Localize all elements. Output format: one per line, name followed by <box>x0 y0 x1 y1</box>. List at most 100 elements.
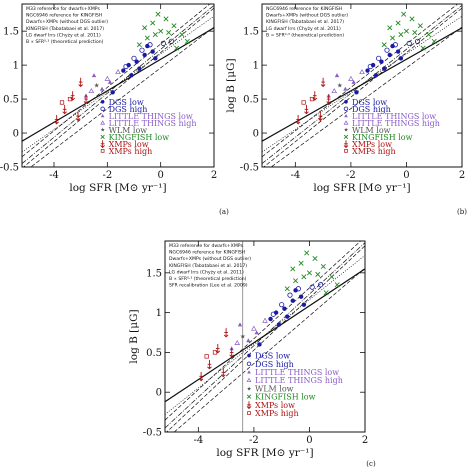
data-point <box>129 73 134 78</box>
data-point <box>301 274 307 280</box>
line-legend-label: B = SFR⁰·³ (theoretical prediction) <box>266 32 344 38</box>
x-tick-label: -4 <box>290 170 300 181</box>
line-legend-label: M33 reference for dwarfs+XMPs <box>26 6 100 12</box>
data-point <box>153 56 158 61</box>
data-point <box>136 42 142 48</box>
data-point <box>343 86 348 91</box>
data-point <box>257 342 262 347</box>
data-point <box>309 284 315 290</box>
data-point <box>62 104 67 115</box>
line-legend-label: NGC6946 reference for KINGFISH <box>169 250 245 256</box>
x-tick-label: 2 <box>459 170 465 181</box>
data-point <box>67 96 73 102</box>
data-point <box>160 40 166 46</box>
data-point <box>246 394 252 399</box>
data-point: ★ <box>247 386 252 392</box>
marker-legend-label: DGS high <box>255 360 294 369</box>
data-point <box>247 411 251 415</box>
data-point <box>121 68 126 73</box>
data-point <box>406 40 412 46</box>
y-axis-label: log B [μG] <box>128 309 140 363</box>
data-point <box>115 68 121 75</box>
data-point <box>398 32 404 38</box>
data-point <box>198 371 204 382</box>
data-point <box>246 401 252 410</box>
data-point <box>290 266 296 272</box>
x-tick-label: 0 <box>403 170 409 181</box>
data-point <box>158 28 164 34</box>
data-point <box>420 45 426 51</box>
line-legend-label: LG dwarf Irrs (Chyży et al. 2011) <box>169 269 244 275</box>
data-point <box>284 286 290 292</box>
plot-frame <box>164 240 366 433</box>
line-legend-label: Dwarfs+XMPs (without DGS outlier) <box>169 256 251 262</box>
data-point <box>246 377 252 383</box>
data-point <box>237 322 243 327</box>
data-point <box>91 73 97 78</box>
data-point <box>334 282 340 288</box>
marker-legend-label: XMPs low <box>352 140 392 149</box>
marker-legend-label: KINGFISH low <box>255 393 316 402</box>
marker-legend-label: WLM low <box>109 126 148 135</box>
line-legend: NGC6946 reference for KINGFISHDwarfs+XMP… <box>266 6 348 38</box>
data-point <box>134 59 139 64</box>
data-point <box>131 55 137 61</box>
data-point: ★ <box>337 82 343 90</box>
y-tick-label: 0.5 <box>146 348 162 359</box>
y-tick-label: 0.5 <box>3 95 19 106</box>
data-point <box>254 330 259 335</box>
data-point <box>83 94 89 105</box>
data-point <box>155 11 161 17</box>
line-legend-label: KINGFISH (Tabatabaei et al. 2017) <box>26 26 104 32</box>
y-tick-label: 1.5 <box>243 27 259 38</box>
reference-lines <box>262 4 462 167</box>
data-point <box>110 90 115 95</box>
data-point <box>293 278 299 284</box>
data-point <box>381 42 387 48</box>
data-point <box>344 100 348 104</box>
data-point <box>392 42 398 48</box>
data-points: ★ <box>198 250 340 382</box>
data-points: ★ <box>54 11 190 125</box>
data-point <box>276 322 282 327</box>
panel-a: ★ -4 -2 0 2 -0.5 0 0.5 1 1.5 log SFR [M⊙ yr⁻¹] M33 … <box>0 3 229 216</box>
line-legend-label: NGC6946 reference for KINGFISH <box>266 6 342 12</box>
plot-frame <box>261 3 463 168</box>
y-tick-label: -0.5 <box>240 163 259 174</box>
data-point <box>293 288 298 293</box>
panel-label: (b) <box>457 208 467 216</box>
data-point <box>223 328 229 338</box>
line-legend-label: B ∝ SFR⁰·³ (theoretical prediction) <box>26 39 104 45</box>
reference-lines <box>22 4 214 167</box>
data-point <box>370 62 376 68</box>
data-point <box>88 88 95 94</box>
data-point <box>323 290 329 296</box>
x-tick-label: 0 <box>157 170 163 181</box>
line-legend-label: KINGFISH (Tabatabaei et al. 2017) <box>169 263 247 269</box>
x-tick-label: 2 <box>211 170 217 181</box>
x-axis-label: log SFR [M⊙ yr⁻¹] <box>313 182 410 194</box>
reference-line-5 <box>30 26 214 167</box>
data-point: ★ <box>100 128 105 134</box>
data-point <box>334 73 340 78</box>
reference-line-0 <box>165 241 362 421</box>
data-point <box>107 79 113 84</box>
data-point <box>301 302 307 307</box>
data-point <box>145 43 150 49</box>
line-legend-label: NGC6946 reference for KINGFISH <box>26 13 102 19</box>
x-axis-label: log SFR [M⊙ yr⁻¹] <box>69 182 166 194</box>
y-tick-label: -0.5 <box>143 428 162 439</box>
data-point <box>403 28 409 34</box>
marker-legend-label: WLM low <box>255 384 294 393</box>
marker-legend-label: LITTLE THINGS high <box>255 376 343 385</box>
data-point <box>312 255 318 262</box>
data-point <box>100 120 106 125</box>
data-point <box>184 38 190 44</box>
marker-legend-label: XMPs high <box>255 409 299 418</box>
data-point <box>290 298 295 303</box>
data-point <box>150 49 155 54</box>
data-point <box>351 79 356 84</box>
data-point <box>343 106 349 112</box>
reference-lines <box>165 241 365 432</box>
data-point <box>142 52 147 58</box>
